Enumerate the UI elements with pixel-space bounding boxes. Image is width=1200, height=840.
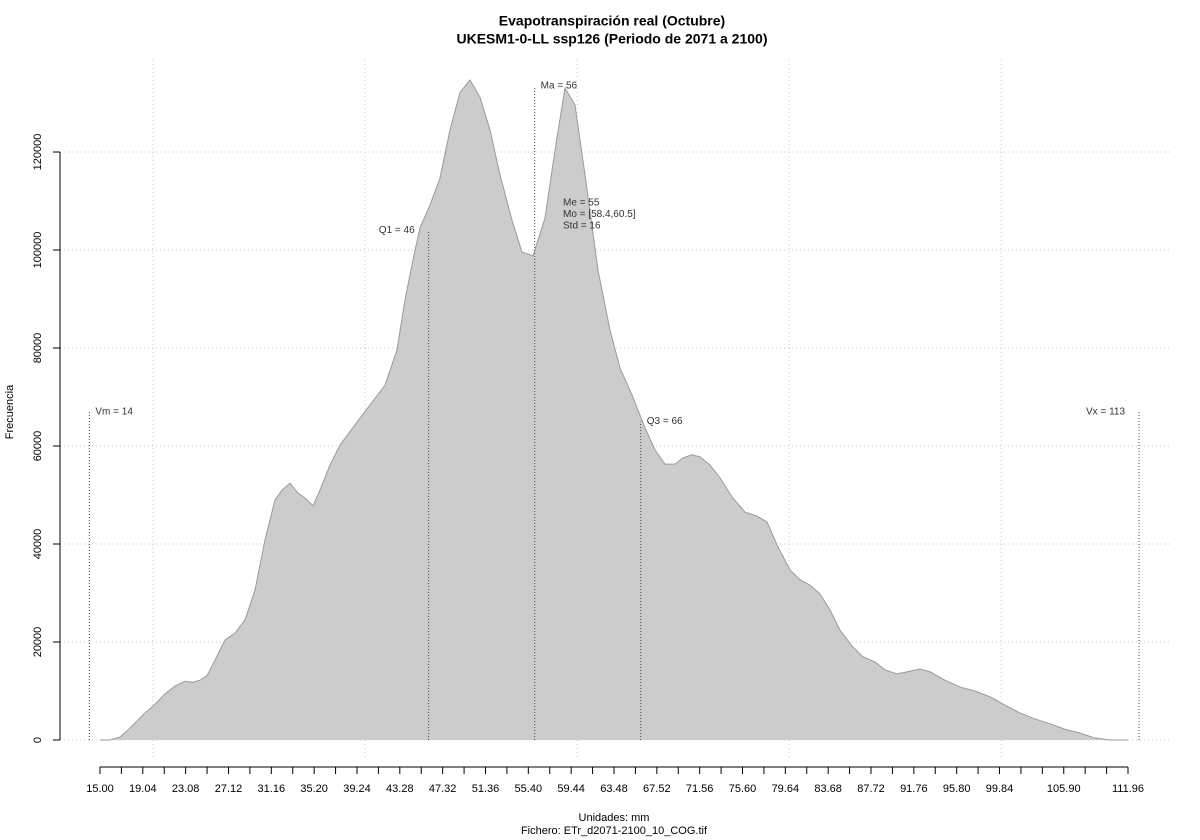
x-tick-label: 43.28 bbox=[386, 783, 414, 795]
x-tick-label: 15.00 bbox=[86, 783, 114, 795]
x-tick-label: 67.52 bbox=[643, 783, 671, 795]
stats-label: Std = 16 bbox=[563, 221, 601, 232]
y-tick-label: 20000 bbox=[32, 627, 44, 658]
x-tick-label: 105.90 bbox=[1047, 783, 1081, 795]
x-tick-label: 55.40 bbox=[515, 783, 543, 795]
x-tick-label: 79.64 bbox=[772, 783, 800, 795]
x-tick-label: 39.24 bbox=[343, 783, 371, 795]
x-tick-label: 75.60 bbox=[729, 783, 757, 795]
annotation-label: Q3 = 66 bbox=[647, 416, 683, 427]
stats-label: Mo = [58.4,60.5] bbox=[563, 209, 636, 220]
x-tick-label: 63.48 bbox=[600, 783, 628, 795]
density-area bbox=[99, 79, 1129, 741]
annotation-label: Ma = 56 bbox=[541, 81, 578, 92]
x-tick-label: 87.72 bbox=[857, 783, 885, 795]
y-tick-label: 0 bbox=[32, 737, 44, 743]
chart-subtitle: UKESM1-0-LL ssp126 (Periodo de 2071 a 21… bbox=[457, 31, 768, 47]
x-tick-label: 71.56 bbox=[686, 783, 714, 795]
chart-title: Evapotranspiración real (Octubre) bbox=[499, 13, 725, 29]
y-tick-label: 40000 bbox=[32, 529, 44, 560]
y-axis-label: Frecuencia bbox=[4, 384, 16, 439]
density-line bbox=[99, 79, 1129, 741]
x-tick-label: 99.84 bbox=[986, 783, 1014, 795]
x-tick-label: 83.68 bbox=[814, 783, 842, 795]
y-tick-label: 100000 bbox=[32, 232, 44, 269]
x-tick-label: 91.76 bbox=[900, 783, 928, 795]
x-tick-label: 59.44 bbox=[557, 783, 585, 795]
x-tick-label: 111.96 bbox=[1112, 783, 1144, 795]
annotation-label: Vx = 113 bbox=[1086, 406, 1125, 417]
annotation-label: Q1 = 46 bbox=[379, 225, 415, 236]
y-tick-label: 80000 bbox=[32, 333, 44, 364]
y-tick-label: 120000 bbox=[32, 134, 44, 171]
stats-label: Me = 55 bbox=[563, 198, 600, 209]
y-tick-label: 60000 bbox=[32, 431, 44, 462]
x-tick-label: 23.08 bbox=[172, 783, 200, 795]
annotation-label: Vm = 14 bbox=[95, 406, 133, 417]
footer: Fichero: ETr_d2071-2100_10_COG.tif bbox=[521, 825, 708, 837]
x-tick-label: 35.20 bbox=[300, 783, 328, 795]
x-tick-label: 27.12 bbox=[215, 783, 243, 795]
x-tick-label: 95.80 bbox=[943, 783, 971, 795]
x-tick-label: 19.04 bbox=[129, 783, 157, 795]
x-axis-label: Unidades: mm bbox=[579, 812, 650, 824]
x-tick-label: 31.16 bbox=[258, 783, 286, 795]
x-tick-label: 47.32 bbox=[429, 783, 457, 795]
x-tick-label: 51.36 bbox=[472, 783, 500, 795]
